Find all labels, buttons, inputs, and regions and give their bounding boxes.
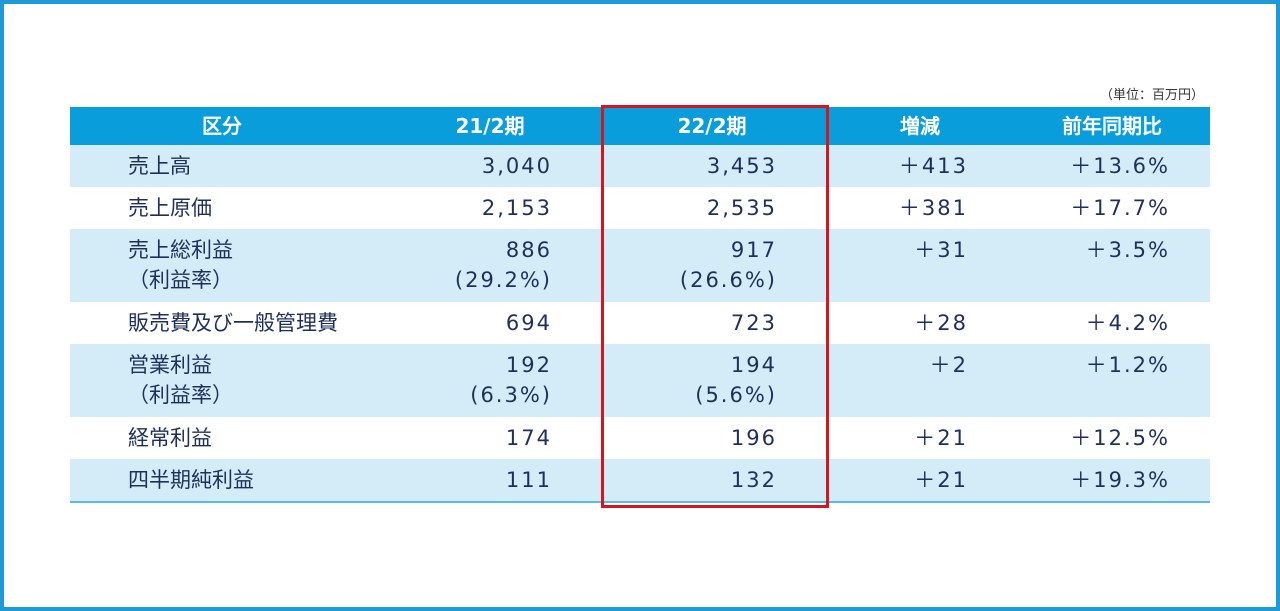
value-cell: ＋4.2% xyxy=(1085,311,1170,335)
row-label: 売上総利益 xyxy=(128,238,233,262)
value-cell: ＋21 xyxy=(914,468,968,492)
row-bg xyxy=(70,229,1210,302)
value-cell: (6.3%) xyxy=(470,383,552,407)
value-cell: ＋17.7% xyxy=(1070,196,1170,220)
row-bg xyxy=(70,187,1210,229)
value-cell: 3,453 xyxy=(706,154,777,178)
header-bg xyxy=(70,107,1210,145)
bottom-rule xyxy=(70,501,1210,503)
row-bg xyxy=(70,417,1210,459)
value-cell: ＋31 xyxy=(914,238,968,262)
value-cell: ＋13.6% xyxy=(1070,154,1170,178)
row-label: 売上原価 xyxy=(128,196,212,220)
value-cell: 3,040 xyxy=(481,154,552,178)
value-cell: 694 xyxy=(505,311,552,335)
value-cell: ＋3.5% xyxy=(1085,238,1170,262)
row-bg xyxy=(70,145,1210,187)
row-label: （利益率） xyxy=(128,383,233,407)
value-cell: ＋12.5% xyxy=(1070,426,1170,450)
row-bg xyxy=(70,459,1210,501)
value-cell: ＋19.3% xyxy=(1070,468,1170,492)
header-cell: 増減 xyxy=(900,114,940,138)
highlight-box xyxy=(601,105,829,508)
value-cell: 886 xyxy=(505,238,552,262)
value-cell: 194 xyxy=(730,353,777,377)
value-cell: ＋28 xyxy=(914,311,968,335)
row-bg xyxy=(70,302,1210,344)
value-cell: 196 xyxy=(730,426,777,450)
value-cell: 111 xyxy=(505,468,552,492)
value-cell: 132 xyxy=(730,468,777,492)
row-label: 売上高 xyxy=(128,154,191,178)
header-cell: 22/2期 xyxy=(677,114,747,138)
value-cell: ＋381 xyxy=(898,196,968,220)
header-cell: 21/2期 xyxy=(455,114,525,138)
row-bg xyxy=(70,344,1210,417)
row-label: 経常利益 xyxy=(128,426,212,450)
value-cell: ＋413 xyxy=(898,154,968,178)
header-cell: 前年同期比 xyxy=(1062,114,1162,138)
value-cell: ＋1.2% xyxy=(1085,353,1170,377)
row-label: 販売費及び一般管理費 xyxy=(128,311,338,335)
value-cell: (5.6%) xyxy=(695,383,777,407)
value-cell: 723 xyxy=(730,311,777,335)
value-cell: 917 xyxy=(730,238,777,262)
value-cell: 2,535 xyxy=(706,196,777,220)
row-label: 営業利益 xyxy=(128,353,212,377)
value-cell: 2,153 xyxy=(481,196,552,220)
value-cell: (26.6%) xyxy=(679,268,777,292)
value-cell: ＋21 xyxy=(914,426,968,450)
value-cell: 192 xyxy=(505,353,552,377)
unit-note: （単位：百万円） xyxy=(1099,88,1204,103)
value-cell: 174 xyxy=(505,426,552,450)
row-label: 四半期純利益 xyxy=(128,468,254,492)
value-cell: ＋2 xyxy=(929,353,968,377)
value-cell: (29.2%) xyxy=(454,268,552,292)
row-label: （利益率） xyxy=(128,268,233,292)
header-cell: 区分 xyxy=(202,114,242,138)
